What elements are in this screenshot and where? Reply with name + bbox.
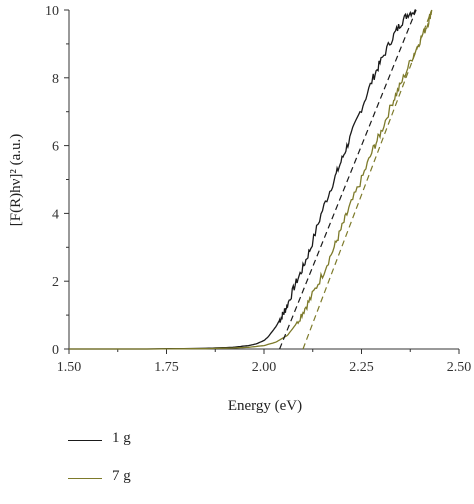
x-axis-title: Energy (eV) [228, 398, 302, 414]
legend-item-7g: 7 g [62, 466, 262, 504]
x-tick-label: 2.00 [252, 360, 277, 375]
y-axis-title: [F(R)hν]² (a.u.) [8, 134, 24, 227]
legend-label-7g: 7 g [112, 468, 131, 484]
y-tick-label: 0 [52, 343, 59, 358]
series-line-1g [69, 9, 417, 350]
fit-line-7g [302, 9, 433, 350]
fit-line-1g [279, 9, 417, 350]
y-tick-label: 4 [52, 207, 59, 222]
legend-item-1g: 1 g [62, 428, 262, 466]
legend-swatch-7g [68, 478, 102, 479]
y-tick-label: 8 [52, 72, 59, 87]
x-tick-label: 2.25 [349, 360, 374, 375]
legend-label-1g: 1 g [112, 430, 131, 446]
legend: 1 g 7 g [62, 428, 262, 504]
plot-area: 1.50 1.75 2.00 2.25 2.50 0 2 4 6 8 10 [45, 4, 471, 375]
y-tick-label: 6 [52, 140, 59, 155]
series-line-7g [69, 9, 433, 350]
legend-swatch-1g [68, 440, 102, 441]
y-tick-label: 2 [52, 275, 59, 290]
x-tick-label: 1.75 [154, 360, 179, 375]
y-tick-label: 10 [45, 4, 59, 19]
x-tick-label: 1.50 [57, 360, 82, 375]
x-tick-label: 2.50 [447, 360, 472, 375]
